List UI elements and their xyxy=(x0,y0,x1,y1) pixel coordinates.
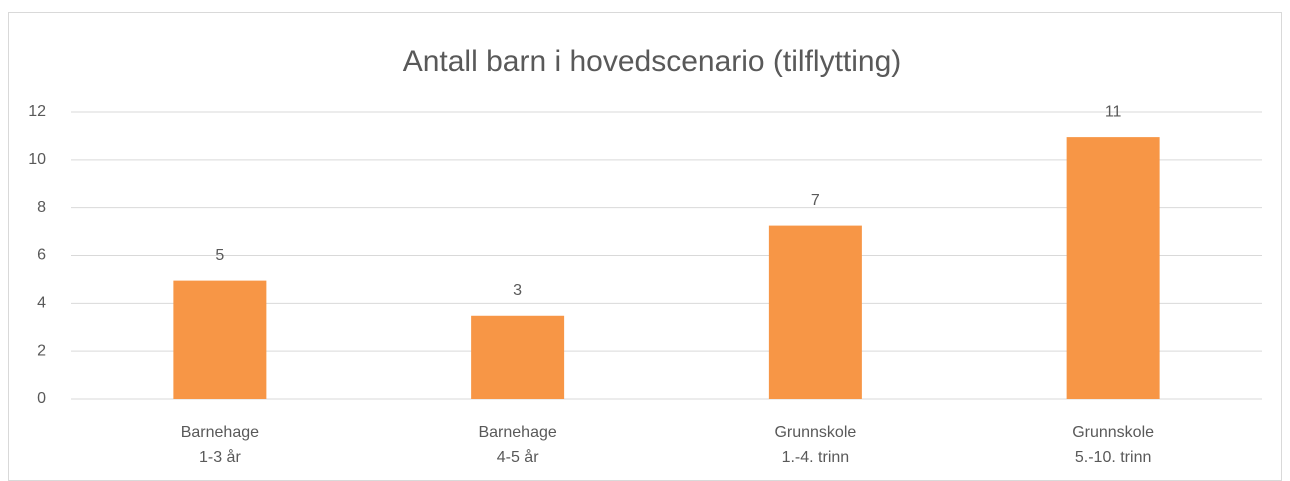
data-label: 3 xyxy=(513,282,522,299)
x-tick-label: Grunnskole xyxy=(1072,424,1154,441)
y-tick-label: 2 xyxy=(37,342,46,359)
x-tick-label: 5.-10. trinn xyxy=(1075,449,1151,466)
x-tick-label: 1-3 år xyxy=(199,448,241,466)
bar xyxy=(471,315,565,399)
bar xyxy=(173,280,267,399)
data-label: 5 xyxy=(215,247,224,264)
x-tick-label: Grunnskole xyxy=(774,424,856,441)
y-tick-label: 12 xyxy=(28,103,46,120)
x-tick-label: Barnehage xyxy=(181,424,259,441)
y-tick-label: 10 xyxy=(28,151,46,168)
y-tick-label: 4 xyxy=(37,295,46,312)
y-tick-label: 6 xyxy=(37,247,46,264)
bar xyxy=(1066,137,1160,400)
x-tick-label: Barnehage xyxy=(478,424,556,441)
data-label: 11 xyxy=(1105,103,1122,120)
chart-title: Antall barn i hovedscenario (tilflytting… xyxy=(403,45,902,78)
x-tick-label: 1.-4. trinn xyxy=(782,449,850,466)
x-tick-label: 4-5 år xyxy=(497,448,539,466)
y-tick-label: 0 xyxy=(37,390,46,407)
y-tick-label: 8 xyxy=(37,199,46,216)
bar xyxy=(768,225,862,399)
data-label: 7 xyxy=(811,192,820,209)
